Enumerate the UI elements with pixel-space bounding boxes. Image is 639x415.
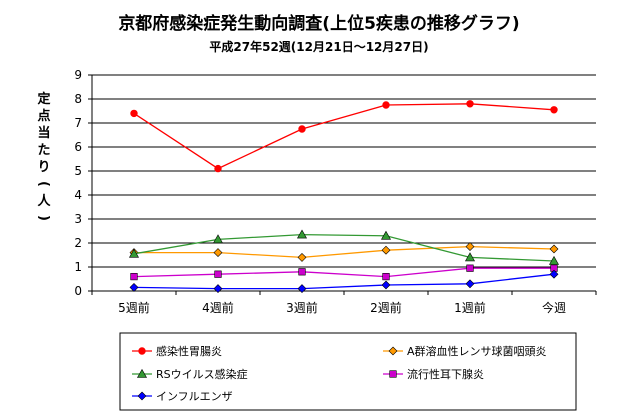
data-point	[550, 106, 558, 114]
y-axis-label-char: 人	[37, 193, 51, 209]
legend-marker	[138, 347, 146, 355]
chart-subtitle: 平成27年52週(12月21日～12月27日)	[209, 39, 428, 54]
series-3	[128, 229, 560, 265]
data-point	[465, 242, 475, 252]
y-tick-labels: 0 1 2 3 4 5 6 7 8 9	[74, 68, 82, 298]
data-point	[214, 164, 222, 173]
legend-item: インフルエンザ	[132, 390, 233, 403]
legend-marker	[388, 346, 398, 356]
legend: 感染性胃腸炎 A群溶血性レンサ球菌咽頭炎 RSウイルス感染症 流行性耳下腺炎インフルエ…	[132, 344, 547, 403]
series-line	[134, 245, 555, 259]
x-tick-labels: 5週前 4週前 3週前 2週前 1週前 今週	[118, 300, 566, 315]
legend-label: 感染性胃腸炎	[156, 344, 222, 358]
x-tick-label: 5週前	[118, 300, 150, 315]
legend-box	[119, 332, 577, 411]
series-1	[130, 100, 558, 173]
legend-label: 流行性耳下腺炎	[407, 367, 484, 381]
data-point	[549, 244, 559, 254]
y-axis-label-char: 当	[37, 125, 50, 141]
y-axis-label-char: (	[36, 181, 51, 187]
y-tick-label: 1	[74, 260, 82, 274]
y-tick-label: 0	[74, 284, 82, 298]
legend-label: RSウイルス感染症	[156, 367, 248, 381]
series-line	[133, 273, 555, 290]
y-axis-label-char: 点	[37, 108, 50, 124]
x-tick-label: 4週前	[202, 300, 234, 315]
y-tick-label: 6	[74, 140, 82, 154]
series-4	[130, 264, 558, 281]
series-group	[128, 100, 560, 294]
data-point	[298, 268, 306, 276]
series-5	[129, 269, 559, 294]
data-point	[129, 282, 139, 292]
data-point	[381, 245, 391, 255]
axes	[88, 74, 597, 295]
series-line	[133, 103, 555, 170]
y-tick-label: 5	[74, 164, 82, 178]
data-point	[381, 280, 391, 290]
y-tick-label: 9	[74, 68, 82, 82]
legend-label: A群溶血性レンサ球菌咽頭炎	[407, 344, 547, 358]
data-point	[213, 248, 223, 258]
data-point	[297, 252, 307, 262]
data-point	[549, 269, 559, 279]
data-point	[380, 230, 392, 240]
data-point	[382, 272, 390, 281]
legend-item: 流行性耳下腺炎	[383, 367, 484, 381]
data-point	[128, 248, 140, 258]
x-tick-label: 2週前	[370, 300, 402, 315]
legend-marker	[137, 391, 147, 401]
data-point	[548, 255, 560, 265]
y-tick-label: 4	[74, 188, 82, 202]
y-axis-label-char: た	[37, 143, 50, 158]
legend-marker	[136, 368, 148, 378]
y-tick-label: 8	[74, 92, 82, 106]
legend-item: 感染性胃腸炎	[132, 344, 222, 358]
data-point	[214, 270, 222, 278]
x-tick-label: 今週	[542, 300, 566, 315]
chart-title: 京都府感染症発生動向調査(上位5疾患の推移グラフ)	[118, 13, 519, 34]
data-point	[296, 229, 308, 239]
x-tick-label: 1週前	[454, 300, 486, 315]
y-tick-label: 7	[74, 116, 82, 130]
y-axis-label-char: り	[37, 160, 50, 175]
gridlines	[92, 74, 596, 268]
y-axis-label-char: 定	[36, 91, 50, 107]
y-tick-label: 3	[74, 212, 82, 226]
data-point	[464, 252, 476, 262]
series-line	[133, 233, 555, 262]
legend-marker	[389, 370, 397, 378]
data-point	[466, 264, 474, 272]
data-point	[382, 101, 390, 109]
data-point	[130, 109, 138, 118]
legend-item: A群溶血性レンサ球菌咽頭炎	[383, 344, 547, 358]
y-axis-label-char: )	[36, 215, 51, 221]
data-point	[212, 234, 224, 244]
x-tick-label: 3週前	[286, 300, 318, 315]
legend-label: インフルエンザ	[156, 390, 233, 403]
legend-item: RSウイルス感染症	[132, 367, 248, 381]
data-point	[297, 284, 307, 294]
data-point	[465, 279, 475, 289]
series-line	[133, 267, 554, 278]
data-point	[213, 284, 223, 294]
data-point	[130, 272, 138, 281]
y-tick-label: 2	[74, 236, 82, 250]
data-point	[466, 100, 474, 108]
data-point	[298, 125, 306, 133]
